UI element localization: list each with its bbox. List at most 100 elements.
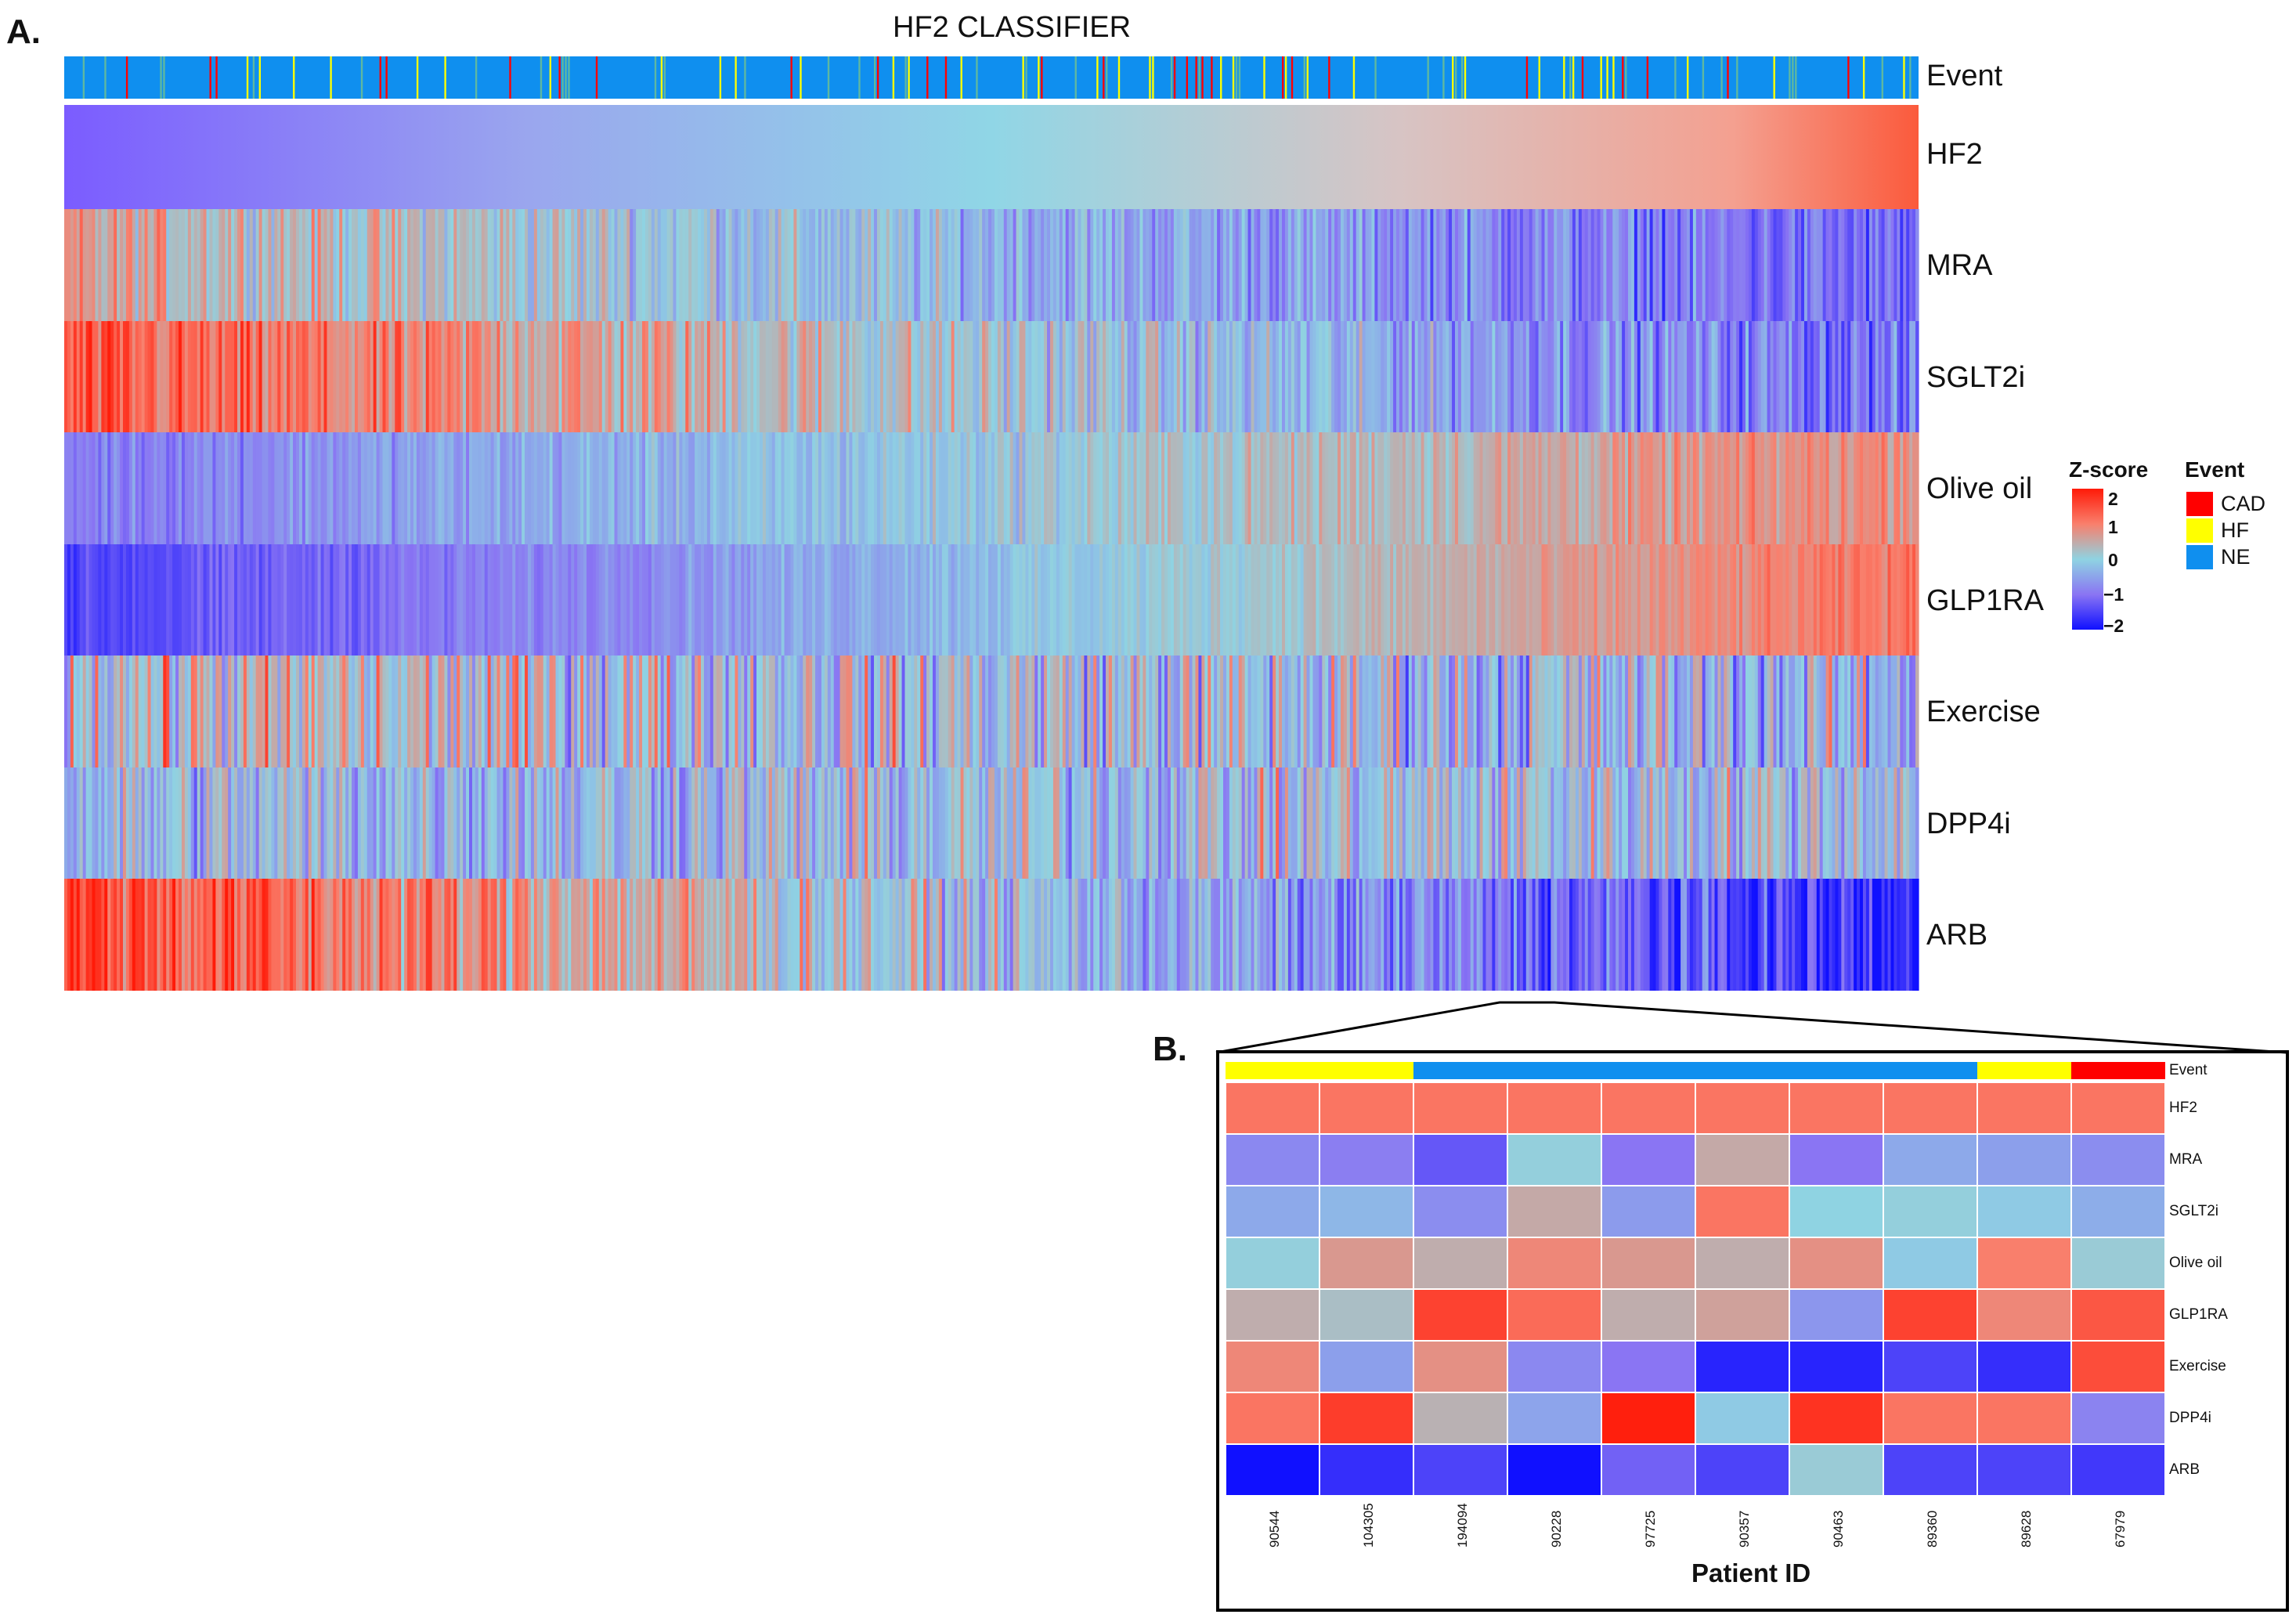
heatmap-a-cell [605,544,609,656]
heatmap-a-cell [110,879,114,991]
heatmap-a-cell [744,767,748,879]
heatmap-a-cell [1764,879,1768,991]
heatmap-a-cell [287,656,291,767]
heatmap-a-cell [543,879,547,991]
heatmap-a-cell [363,656,368,767]
event-cell [1152,56,1154,99]
heatmap-a-cell [490,656,495,767]
heatmap-a-cell [1782,544,1786,656]
heatmap-a-cell [1068,879,1073,991]
heatmap-a-cell [1600,544,1605,656]
heatmap-a-cell [1854,209,1857,321]
heatmap-a-cell [1646,656,1651,767]
heatmap-a-cell [1841,879,1845,991]
heatmap-a-cell [1890,209,1895,321]
heatmap-a-cell [1111,432,1116,544]
heatmap-a-cell [1616,209,1619,321]
heatmap-a-cell [1384,209,1388,321]
heatmap-a-cell [311,544,316,656]
heatmap-a-cell [1189,879,1193,991]
heatmap-a-cell [1884,656,1889,767]
heatmap-a-cell [104,767,108,879]
heatmap-a-cell [475,209,479,321]
heatmap-a-cell [1260,321,1264,433]
heatmap-a-cell [966,321,970,433]
heatmap-a-cell [997,321,1002,433]
heatmap-a-cell [1161,544,1165,656]
heatmap-a-cell [979,321,983,433]
heatmap-a-cell [135,432,139,544]
heatmap-a-cell [1155,544,1159,656]
heatmap-a-cell [1847,879,1851,991]
heatmap-a-cell [1387,321,1391,433]
heatmap-a-cell [1634,544,1638,656]
heatmap-a-cell [1764,767,1768,879]
heatmap-a-cell [222,209,226,321]
heatmap-a-cell [1195,879,1200,991]
heatmap-a-cell [392,544,395,656]
heatmap-a-cell [1343,656,1348,767]
row-label-sglt2i: SGLT2i [1926,361,2026,394]
heatmap-a-cell [1198,544,1202,656]
heatmap-a-cell [1034,544,1038,656]
heatmap-a-cell [1575,209,1579,321]
heatmap-a-cell [1170,879,1175,991]
heatmap-a-cell [756,879,760,991]
heatmap-a-cell [1182,432,1187,544]
heatmap-a-cell [951,656,955,767]
heatmap-a-cell [861,767,865,879]
heatmap-a-cell [1860,879,1864,991]
heatmap-a-cell [422,656,427,767]
heatmap-a-cell [1850,767,1854,879]
heatmap-a-cell [301,767,306,879]
heatmap-a-cell [1798,321,1802,433]
heatmap-a-cell [475,656,479,767]
heatmap-a-cell [1281,544,1286,656]
heatmap-a-cell [114,656,117,767]
heatmap-a-cell [1167,544,1171,656]
heatmap-a-cell [215,544,219,656]
zscore-colorbar [2072,489,2103,630]
heatmap-a-cell [1838,209,1842,321]
heatmap-a-cell [1575,432,1579,544]
heatmap-a-cell [314,544,319,656]
heatmap-a-cell [323,544,328,656]
heatmap-a-cell [901,321,906,433]
heatmap-a-cell [642,656,646,767]
heatmap-a-cell [1390,656,1394,767]
heatmap-a-cell [163,432,167,544]
heatmap-a-cell [181,321,186,433]
heatmap-a-cell [1251,879,1255,991]
heatmap-a-cell [478,767,482,879]
heatmap-a-cell [1779,321,1783,433]
heatmap-a-cell [352,321,356,433]
heatmap-a-cell [654,656,659,767]
heatmap-a-cell [1616,321,1619,433]
heatmap-a-cell [1748,544,1753,656]
heatmap-a-cell [419,432,424,544]
heatmap-a-cell [237,656,241,767]
heatmap-a-cell [771,656,776,767]
heatmap-a-cell [558,321,563,433]
heatmap-a-cell [657,767,662,879]
heatmap-a-cell [200,656,204,767]
heatmap-a-cell [1146,432,1150,544]
heatmap-a-cell [756,656,760,767]
heatmap-a-cell [1124,767,1128,879]
heatmap-a-cell [1338,321,1341,433]
heatmap-a-cell [1074,544,1079,656]
heatmap-a-cell [150,209,155,321]
heatmap-a-cell [1192,544,1197,656]
heatmap-a-cell [218,767,222,879]
heatmap-a-cell [997,432,1002,544]
heatmap-a-cell [1251,321,1255,433]
heatmap-a-cell [1764,656,1768,767]
heatmap-a-cell [1430,209,1434,321]
heatmap-a-cell [904,432,909,544]
heatmap-a-cell [673,209,677,321]
heatmap-a-cell [533,321,538,433]
event-swatch-cad [2186,492,2213,516]
heatmap-a-cell [1912,432,1916,544]
heatmap-a-cell [657,544,662,656]
heatmap-a-cell [1785,432,1789,544]
